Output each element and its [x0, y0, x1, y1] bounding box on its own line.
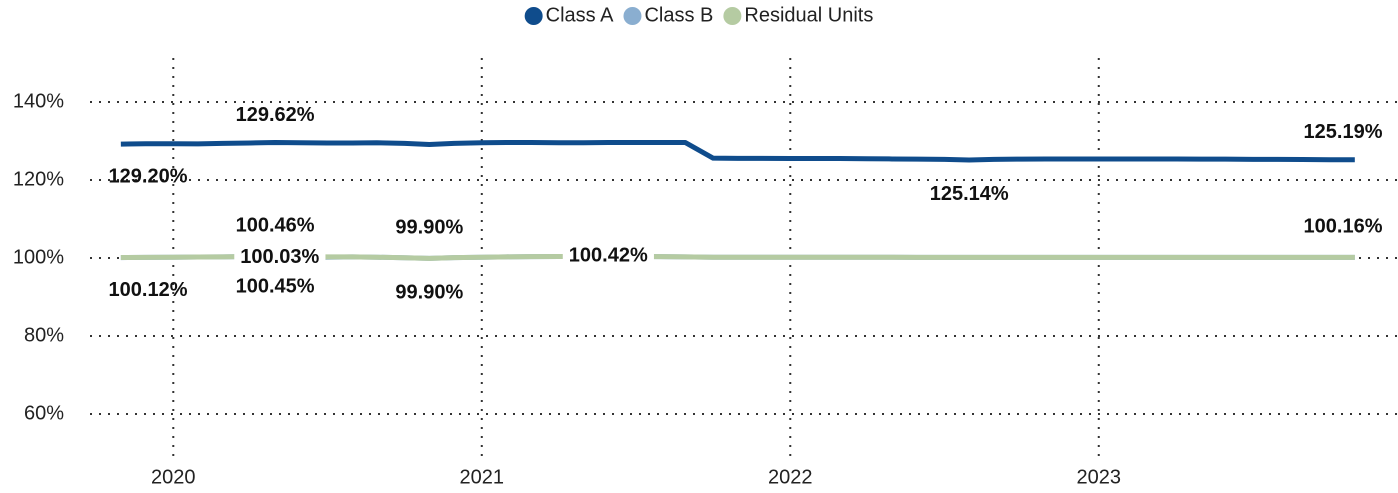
line [120, 139, 1355, 163]
data-label-group: 99.90% [395, 217, 463, 239]
legend-marker [623, 7, 642, 25]
data-label: 125.19% [1304, 121, 1383, 143]
data-label: 100.12% [109, 279, 188, 301]
y-tick-label: 100% [13, 246, 64, 268]
data-label: 100.16% [1304, 216, 1383, 238]
data-label-group: 100.46% [236, 214, 315, 236]
data-label-group: 99.90% [395, 282, 463, 304]
y-tick-label: 60% [24, 402, 64, 424]
y-tick-label: 80% [24, 324, 64, 346]
label-background [234, 244, 326, 271]
data-label-group: 100.16% [1304, 216, 1383, 238]
data-label: 100.45% [236, 276, 315, 298]
legend-label: Residual Units [744, 4, 873, 26]
x-tick-label: 2020 [151, 466, 196, 488]
data-label: 129.62% [236, 104, 315, 126]
x-tick-label: 2021 [460, 466, 505, 488]
data-label: 100.03% [240, 246, 319, 268]
data-label: 125.14% [930, 183, 1009, 205]
data-label-group: 129.20% [109, 165, 188, 187]
data-label-group: 100.03% [234, 244, 326, 271]
data-label: 129.20% [109, 165, 188, 187]
data-label-group: 100.45% [236, 276, 315, 298]
y-tick-label: 140% [13, 90, 64, 112]
data-label: 100.46% [236, 214, 315, 236]
data-label-group: 100.12% [109, 279, 188, 301]
data-label: 99.90% [395, 282, 463, 304]
legend-label: Class A [546, 4, 614, 26]
data-label-group: 125.14% [930, 183, 1009, 205]
data-label: 100.42% [569, 245, 648, 267]
data-label-group: 100.42% [562, 242, 654, 269]
data-label: 99.90% [395, 217, 463, 239]
legend: Class A Class B Residual Units [524, 4, 873, 26]
x-tick-label: 2022 [768, 466, 813, 488]
y-tick-label: 120% [13, 168, 64, 190]
data-label-group: 129.62% [236, 104, 315, 126]
x-tick-label: 2023 [1077, 466, 1122, 488]
label-background [562, 242, 654, 269]
legend-label: Class B [644, 4, 713, 26]
line [120, 253, 1355, 261]
legend-marker [723, 7, 742, 25]
data-label-group: 125.19% [1304, 121, 1383, 143]
legend-marker [524, 7, 543, 25]
